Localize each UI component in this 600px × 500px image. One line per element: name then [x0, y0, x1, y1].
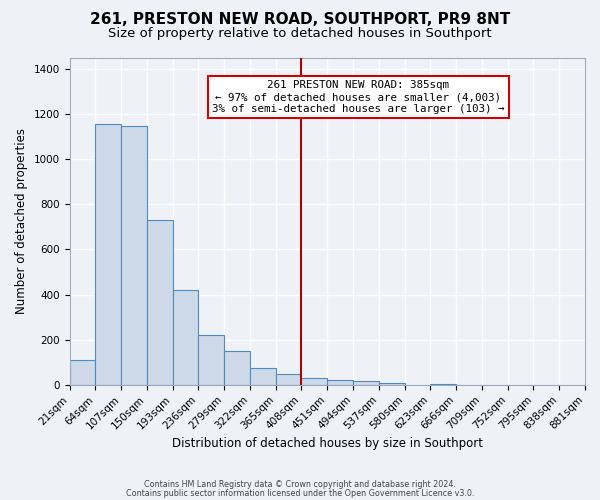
Text: Contains HM Land Registry data © Crown copyright and database right 2024.: Contains HM Land Registry data © Crown c… — [144, 480, 456, 489]
Bar — [276, 374, 301, 385]
Bar — [379, 382, 404, 385]
Bar — [327, 380, 353, 385]
Bar — [147, 220, 173, 385]
Bar — [301, 378, 327, 385]
Bar — [121, 126, 147, 385]
Y-axis label: Number of detached properties: Number of detached properties — [15, 128, 28, 314]
Bar — [224, 351, 250, 385]
Text: 261, PRESTON NEW ROAD, SOUTHPORT, PR9 8NT: 261, PRESTON NEW ROAD, SOUTHPORT, PR9 8N… — [90, 12, 510, 28]
Text: 261 PRESTON NEW ROAD: 385sqm
← 97% of detached houses are smaller (4,003)
3% of : 261 PRESTON NEW ROAD: 385sqm ← 97% of de… — [212, 80, 505, 114]
Bar — [353, 382, 379, 385]
Bar — [430, 384, 456, 385]
X-axis label: Distribution of detached houses by size in Southport: Distribution of detached houses by size … — [172, 437, 483, 450]
Bar — [199, 335, 224, 385]
Text: Contains public sector information licensed under the Open Government Licence v3: Contains public sector information licen… — [126, 489, 474, 498]
Bar — [70, 360, 95, 385]
Text: Size of property relative to detached houses in Southport: Size of property relative to detached ho… — [108, 28, 492, 40]
Bar — [95, 124, 121, 385]
Bar — [250, 368, 276, 385]
Bar — [173, 290, 199, 385]
